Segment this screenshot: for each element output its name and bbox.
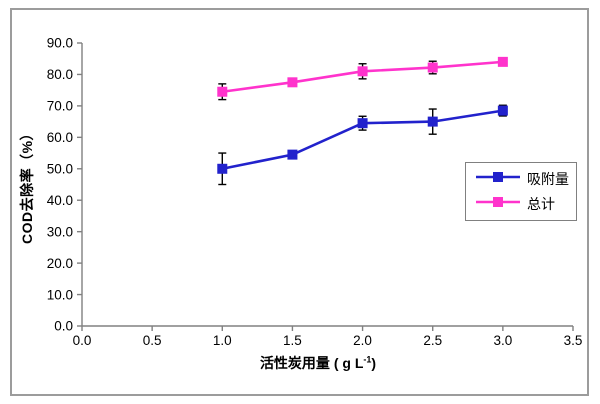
data-point-marker-0	[217, 163, 228, 174]
x-axis-title: 活性炭用量 ( g L-1)	[260, 353, 376, 373]
legend-marker-total-icon	[476, 195, 520, 213]
x-tick-label: 0.0	[73, 333, 92, 348]
y-tick-label: 60.0	[47, 130, 73, 145]
y-tick-label: 30.0	[47, 224, 73, 239]
legend-series-sample	[476, 197, 520, 208]
data-point-marker-1	[357, 66, 368, 77]
data-point-marker-1	[287, 77, 298, 88]
data-point-marker-0	[287, 149, 298, 160]
legend-label-total: 总计	[527, 196, 555, 213]
data-point-marker-0	[497, 105, 508, 116]
x-axis-title-close-paren: )	[371, 355, 377, 371]
legend-label-adsorption: 吸附量	[527, 170, 569, 187]
x-tick-label: 3.0	[493, 333, 512, 348]
x-tick-label: 2.0	[353, 333, 372, 348]
x-tick-label: 1.0	[213, 333, 232, 348]
x-tick-label: 1.5	[283, 333, 302, 348]
data-point-marker-1	[427, 62, 438, 73]
x-tick-label: 0.5	[143, 333, 162, 348]
legend-item-total: 总计	[476, 194, 576, 214]
x-tick-label: 2.5	[423, 333, 442, 348]
legend-marker-adsorption-icon	[476, 170, 520, 188]
y-tick-label: 70.0	[47, 99, 73, 114]
data-point-marker-1	[497, 56, 508, 67]
x-tick-label: 3.5	[564, 333, 583, 348]
y-tick-label: 20.0	[47, 256, 73, 271]
data-point-marker-1	[217, 86, 228, 97]
x-axis-title-superscript: -1	[363, 354, 372, 365]
data-point-marker-0	[357, 118, 368, 129]
y-tick-label: 10.0	[47, 287, 73, 302]
y-tick-label: 80.0	[47, 67, 73, 82]
y-tick-label: 40.0	[47, 193, 73, 208]
data-point-marker-0	[427, 116, 438, 127]
y-tick-label: 50.0	[47, 162, 73, 177]
y-axis-title-text: COD去除率（%）	[19, 125, 35, 245]
y-tick-label: 0.0	[54, 319, 73, 334]
legend-series-sample	[476, 171, 520, 182]
legend: 吸附量 总计	[465, 162, 577, 221]
x-axis-title-text: 活性炭用量 ( g L	[259, 355, 364, 371]
legend-item-adsorption: 吸附量	[476, 169, 576, 189]
y-tick-label: 90.0	[47, 36, 73, 51]
